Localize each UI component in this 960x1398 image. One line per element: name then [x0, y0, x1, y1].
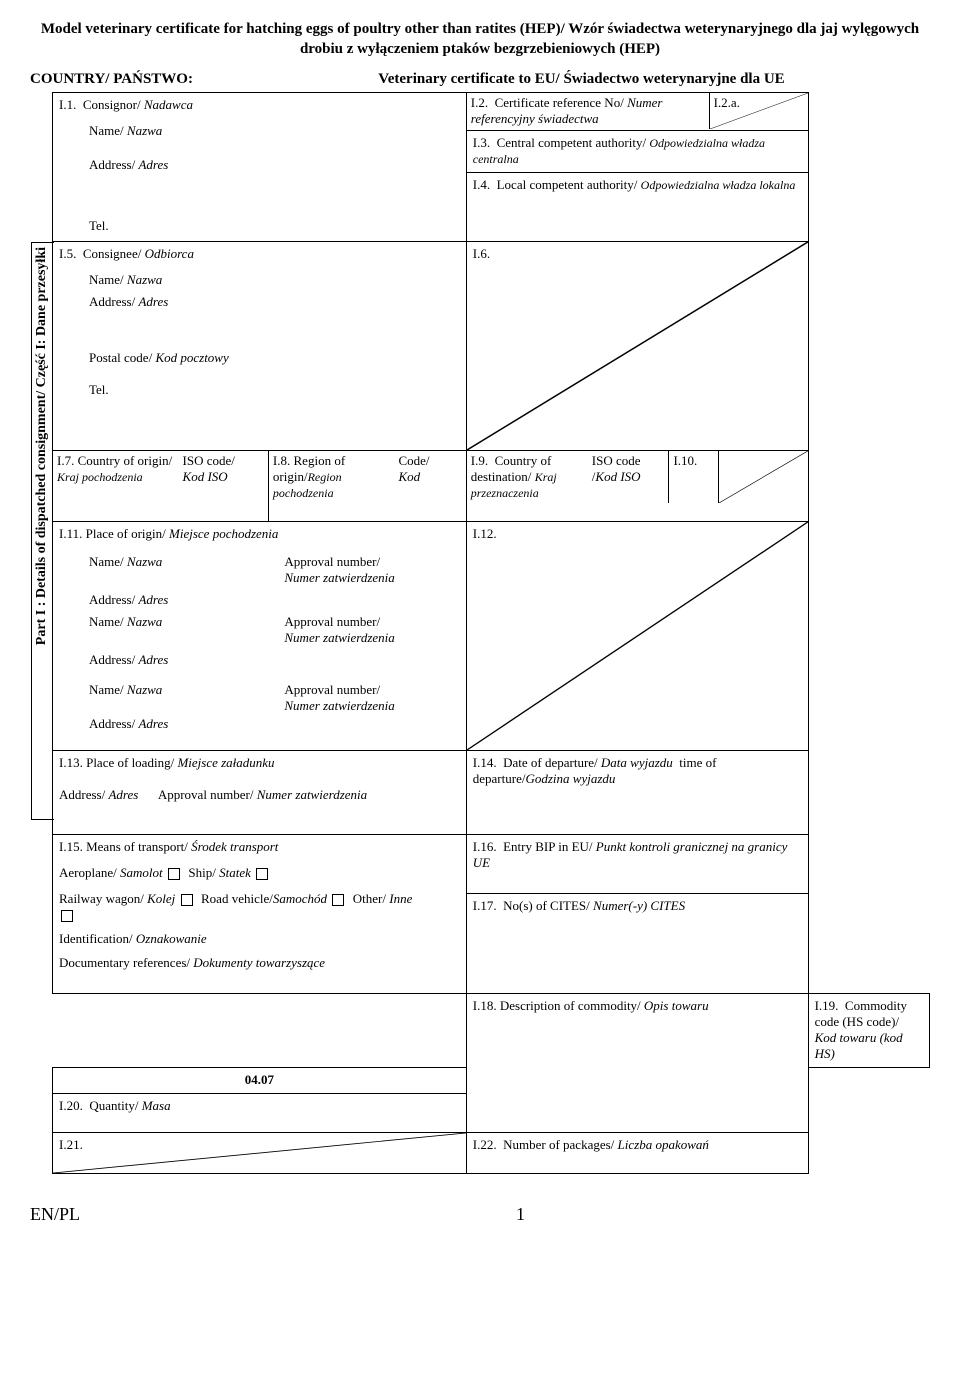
hs-code: 04.07	[53, 1068, 467, 1094]
box-i9-i10: I.9. Country of destination/ Kraj przezn…	[466, 451, 808, 522]
box-i20: I.20. Quantity/ Masa	[53, 1094, 467, 1133]
footer-lang: EN/PL	[30, 1204, 80, 1225]
checkbox-road[interactable]	[332, 894, 344, 906]
page-footer: EN/PL 1	[30, 1204, 930, 1225]
checkbox-railway[interactable]	[181, 894, 193, 906]
checkbox-other[interactable]	[61, 910, 73, 922]
box-i2a: I.2.a.	[710, 93, 808, 129]
box-i14: I.14. Date of departure/ Data wyjazdu ti…	[466, 751, 808, 835]
box-i13: I.13. Place of loading/ Miejsce załadunk…	[53, 751, 467, 835]
checkbox-aeroplane[interactable]	[168, 868, 180, 880]
box-i22: I.22. Number of packages/ Liczba opakowa…	[466, 1133, 808, 1174]
box-i17: I.17. No(s) of CITES/ Numer(-y) CITES	[466, 894, 808, 994]
checkbox-ship[interactable]	[256, 868, 268, 880]
footer-page-num: 1	[516, 1204, 930, 1225]
box-i5: Part I : Details of dispatched consignme…	[53, 242, 467, 451]
box-i7-i8: I.7. Country of origin/ Kraj pochodzenia…	[53, 451, 467, 522]
doc-title: Model veterinary certificate for hatchin…	[30, 20, 930, 59]
box-i18: I.18. Description of commodity/ Opis tow…	[466, 994, 808, 1133]
certificate-table: I.1. Consignor/ Nadawca Name/ Nazwa Addr…	[30, 92, 930, 1174]
box-i12: I.12.	[466, 522, 808, 751]
box-i19: I.19. Commodity code (HS code)/ Kod towa…	[808, 994, 929, 1068]
box-i1: I.1. Consignor/ Nadawca Name/ Nazwa Addr…	[53, 93, 467, 242]
box-i16: I.16. Entry BIP in EU/ Punkt kontroli gr…	[466, 835, 808, 894]
box-i11: I.11. Place of origin/ Miejsce pochodzen…	[53, 522, 467, 751]
i1-num: I.1.	[59, 97, 76, 112]
box-i3: I.3. Central competent authority/ Odpowi…	[466, 130, 808, 172]
cert-to-eu: Veterinary certificate to EU/ Świadectwo…	[193, 71, 930, 88]
box-i15: I.15. Means of transport/ Środek transpo…	[53, 835, 467, 994]
side-label: Part I : Details of dispatched consignme…	[31, 242, 54, 820]
country-label: COUNTRY/ PAŃSTWO:	[30, 71, 193, 88]
box-i21: I.21.	[53, 1133, 467, 1174]
box-i2-i2a: I.2. Certificate reference No/ Numer ref…	[466, 93, 808, 131]
box-i6: I.6.	[466, 242, 808, 451]
box-i4: I.4. Local competent authority/ Odpowied…	[466, 173, 808, 242]
